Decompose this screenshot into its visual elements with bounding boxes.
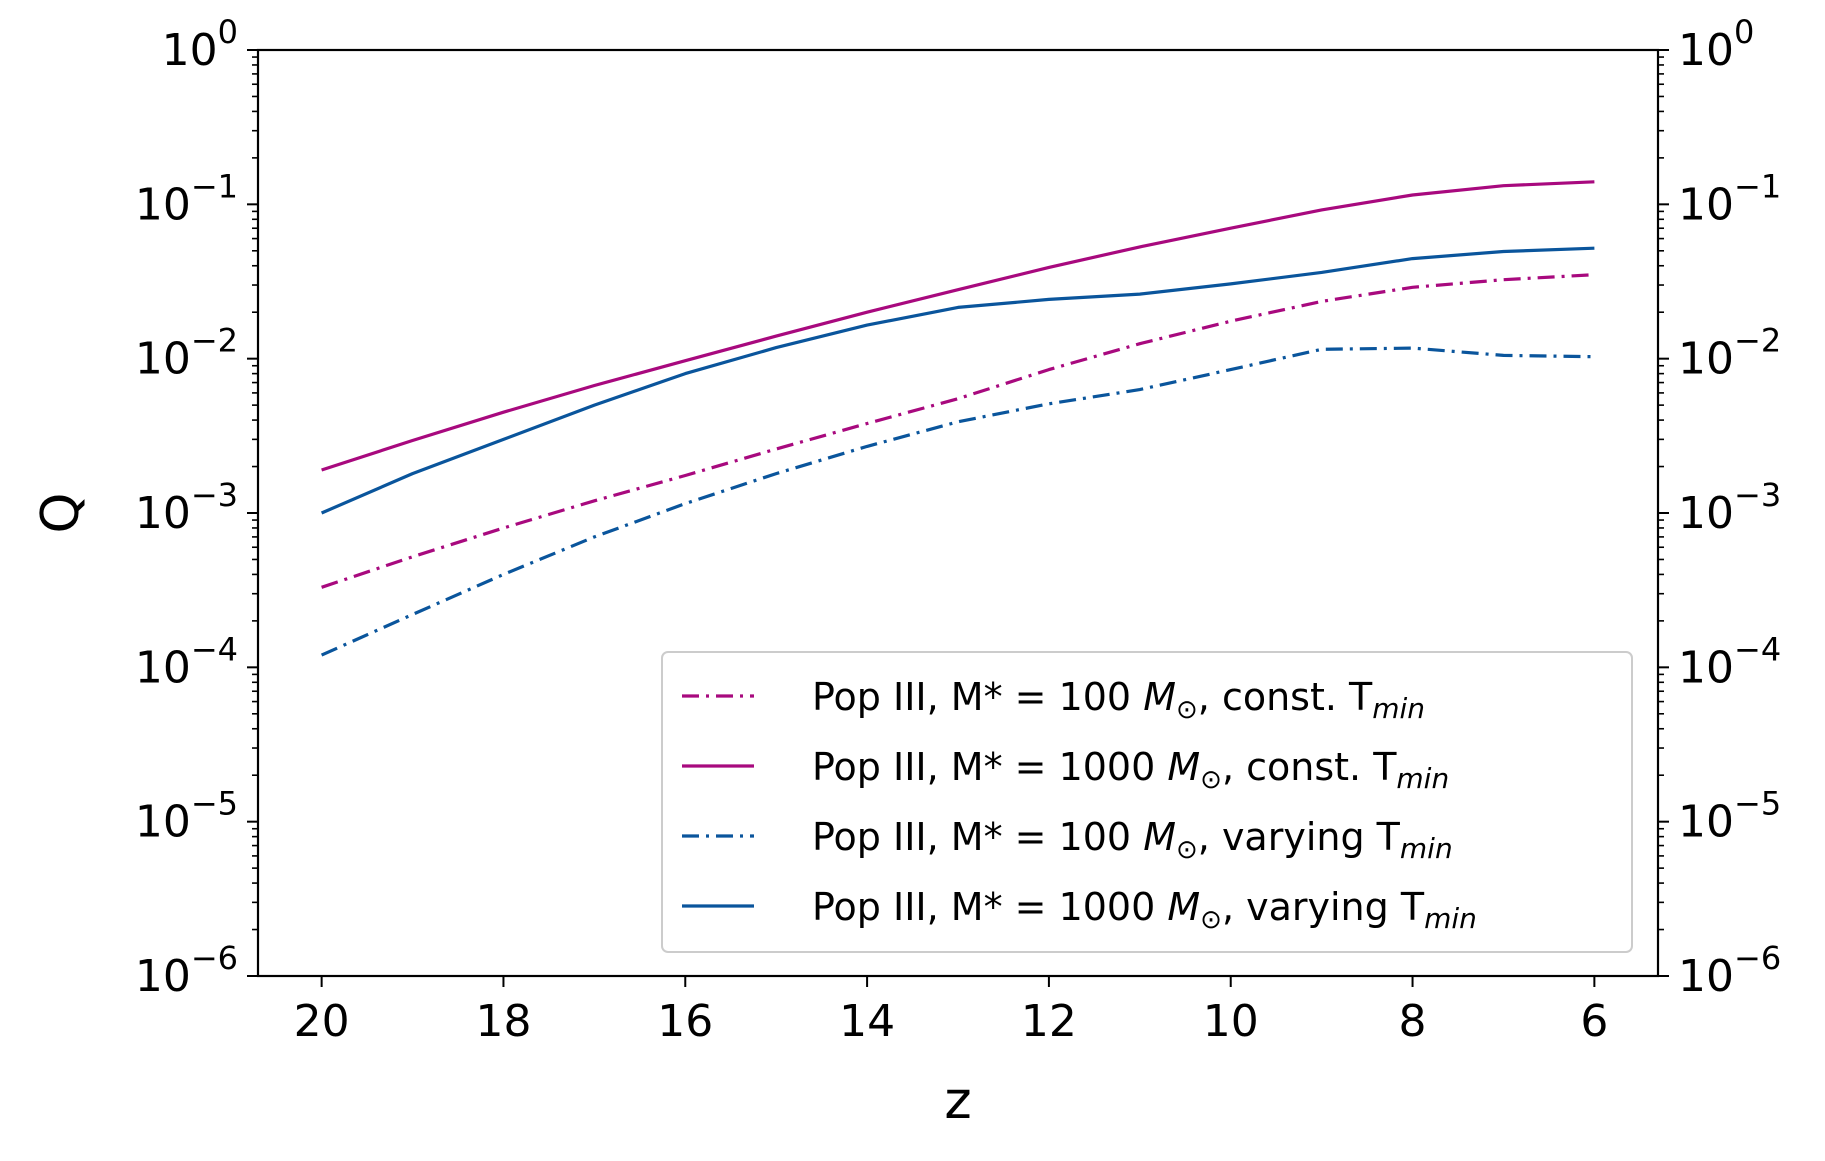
tick-base: 10 xyxy=(135,179,191,230)
legend-box xyxy=(661,651,1633,953)
series-line xyxy=(321,180,1595,472)
legend: Pop III, M* = 100 M⊙, const. Tmin Pop III… xyxy=(661,651,1633,953)
tick-base: 10 xyxy=(1678,797,1734,848)
y-tick-label-left: 10−6 xyxy=(135,939,238,1002)
y-tick-label-left: 100 xyxy=(162,13,238,76)
x-tick-label: 20 xyxy=(294,996,350,1047)
tick-exponent: −3 xyxy=(1734,476,1781,514)
y-tick-label-left: 10−1 xyxy=(135,167,238,230)
series-lines xyxy=(320,180,1595,657)
x-tick-label: 8 xyxy=(1399,996,1427,1047)
y-tick-label-left: 10−3 xyxy=(135,476,238,539)
tick-exponent: −3 xyxy=(191,476,238,514)
tick-exponent: −4 xyxy=(191,630,238,668)
y-tick-label-left: 10−5 xyxy=(135,785,238,848)
tick-base: 10 xyxy=(1678,25,1734,76)
y-axis-title: Q xyxy=(31,493,91,534)
tick-base: 10 xyxy=(162,25,218,76)
tick-base: 10 xyxy=(1678,488,1734,539)
tick-exponent: −1 xyxy=(1734,167,1781,205)
x-tick-label: 12 xyxy=(1021,996,1077,1047)
legend-entry: Pop III, M* = 1000 M⊙, varying Tmin xyxy=(682,885,1477,935)
plot-frame xyxy=(256,48,1660,978)
y-tick-label-right: 10−1 xyxy=(1678,167,1781,230)
tick-exponent: 0 xyxy=(218,13,238,51)
tick-exponent: −5 xyxy=(191,785,238,823)
tick-exponent: −1 xyxy=(191,167,238,205)
tick-base: 10 xyxy=(1678,951,1734,1002)
y-tick-label-left: 10−2 xyxy=(135,322,238,385)
x-tick-labels: 20 18 16 14 12 10 8 6 xyxy=(294,996,1609,1047)
tick-exponent: −4 xyxy=(1734,630,1781,668)
tick-base: 10 xyxy=(135,488,191,539)
x-tick-label: 18 xyxy=(475,996,531,1047)
x-axis-title: z xyxy=(944,1071,971,1131)
legend-entries: Pop III, M* = 100 M⊙, const. Tmin Pop III… xyxy=(682,675,1477,935)
y-tick-label-right: 10−2 xyxy=(1678,322,1781,385)
tick-base: 10 xyxy=(135,642,191,693)
major-ticks xyxy=(247,49,1669,987)
series-line xyxy=(321,273,1595,589)
legend-label: Pop III, M* = 1000 M⊙, const. Tmin xyxy=(812,745,1449,795)
tick-base: 10 xyxy=(135,951,191,1002)
legend-label: Pop III, M* = 1000 M⊙, varying Tmin xyxy=(812,885,1477,935)
x-tick-label: 14 xyxy=(839,996,895,1047)
tick-exponent: −6 xyxy=(191,939,238,977)
legend-label: Pop III, M* = 100 M⊙, const. Tmin xyxy=(812,675,1425,725)
y-tick-label-left: 10−4 xyxy=(135,630,238,693)
series-line xyxy=(320,246,1595,515)
tick-exponent: −2 xyxy=(191,322,238,360)
tick-base: 10 xyxy=(1678,334,1734,385)
legend-entry: Pop III, M* = 100 M⊙, varying Tmin xyxy=(682,815,1453,865)
y-tick-label-right: 10−3 xyxy=(1678,476,1781,539)
legend-entry: Pop III, M* = 1000 M⊙, const. Tmin xyxy=(682,745,1449,795)
legend-entry: Pop III, M* = 100 M⊙, const. Tmin xyxy=(682,675,1425,725)
tick-base: 10 xyxy=(1678,179,1734,230)
tick-exponent: −2 xyxy=(1734,322,1781,360)
legend-label: Pop III, M* = 100 M⊙, varying Tmin xyxy=(812,815,1453,865)
y-tick-label-right: 10−5 xyxy=(1678,785,1781,848)
tick-base: 10 xyxy=(1678,642,1734,693)
tick-base: 10 xyxy=(135,334,191,385)
y-tick-label-right: 10−6 xyxy=(1678,939,1781,1002)
x-tick-label: 10 xyxy=(1203,996,1259,1047)
tick-exponent: 0 xyxy=(1734,13,1754,51)
tick-exponent: −5 xyxy=(1734,785,1781,823)
y-tick-label-right: 100 xyxy=(1678,13,1754,76)
tick-exponent: −6 xyxy=(1734,939,1781,977)
x-tick-label: 16 xyxy=(657,996,713,1047)
y-tick-label-right: 10−4 xyxy=(1678,630,1781,693)
x-tick-label: 6 xyxy=(1580,996,1608,1047)
tick-base: 10 xyxy=(135,797,191,848)
